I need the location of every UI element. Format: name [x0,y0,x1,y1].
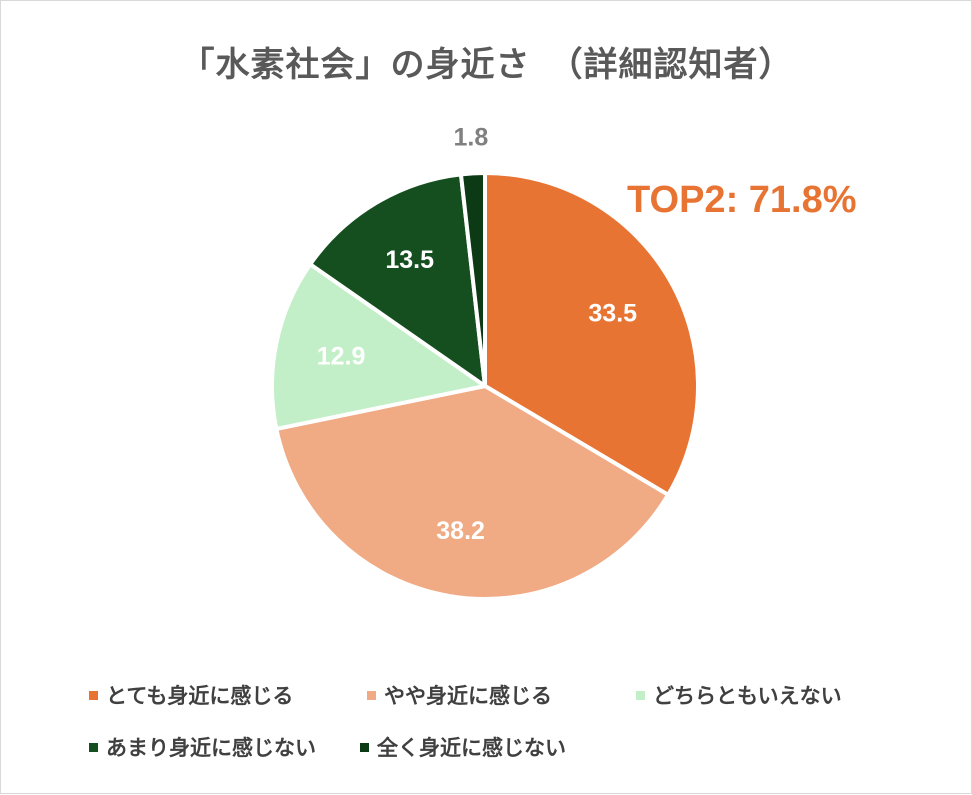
pie-data-labels: 33.5 38.2 12.9 13.5 1.8 [317,123,637,545]
legend-label: あまり身近に感じない [106,736,316,760]
legend-item-not-close-at-all: 全く身近に感じない [360,727,566,767]
legend-label: やや身近に感じる [384,684,552,708]
legend-swatch [360,742,369,752]
legend-swatch [89,742,98,752]
data-label-somewhat-close: 38.2 [436,517,485,545]
legend-row-2: あまり身近に感じない 全く身近に感じない [1,727,972,767]
pie-slice-very-close [483,171,700,497]
legend-label: どちらともいえない [653,684,842,708]
legend-label: とても身近に感じる [106,684,294,708]
legend-swatch [89,690,98,700]
top2-callout: TOP2: 71.8% [627,179,857,221]
chart-title: 「水素社会」の身近さ （詳細認知者） [180,45,794,85]
legend-swatch [367,690,376,700]
data-label-neutral: 12.9 [317,342,366,370]
legend-row-1: とても身近に感じる やや身近に感じる どちらともいえない [1,675,972,715]
data-label-very-close: 33.5 [588,299,637,327]
legend-label: 全く身近に感じない [377,736,566,760]
legend-item-somewhat-close: やや身近に感じる [367,675,552,715]
legend-swatch [636,690,645,700]
pie-slice-neutral [270,262,487,431]
pie-slices [270,171,700,601]
pie-slice-not-very-close [308,172,487,388]
data-label-not-close-at-all: 1.8 [454,123,489,151]
pie-slice-not-close-at-all [458,171,487,388]
data-label-not-very-close: 13.5 [385,246,434,274]
pie-slice-somewhat-close [274,384,671,601]
legend-item-neutral: どちらともいえない [636,675,842,715]
legend-item-very-close: とても身近に感じる [89,675,293,715]
legend-item-not-very-close: あまり身近に感じない [89,727,316,767]
